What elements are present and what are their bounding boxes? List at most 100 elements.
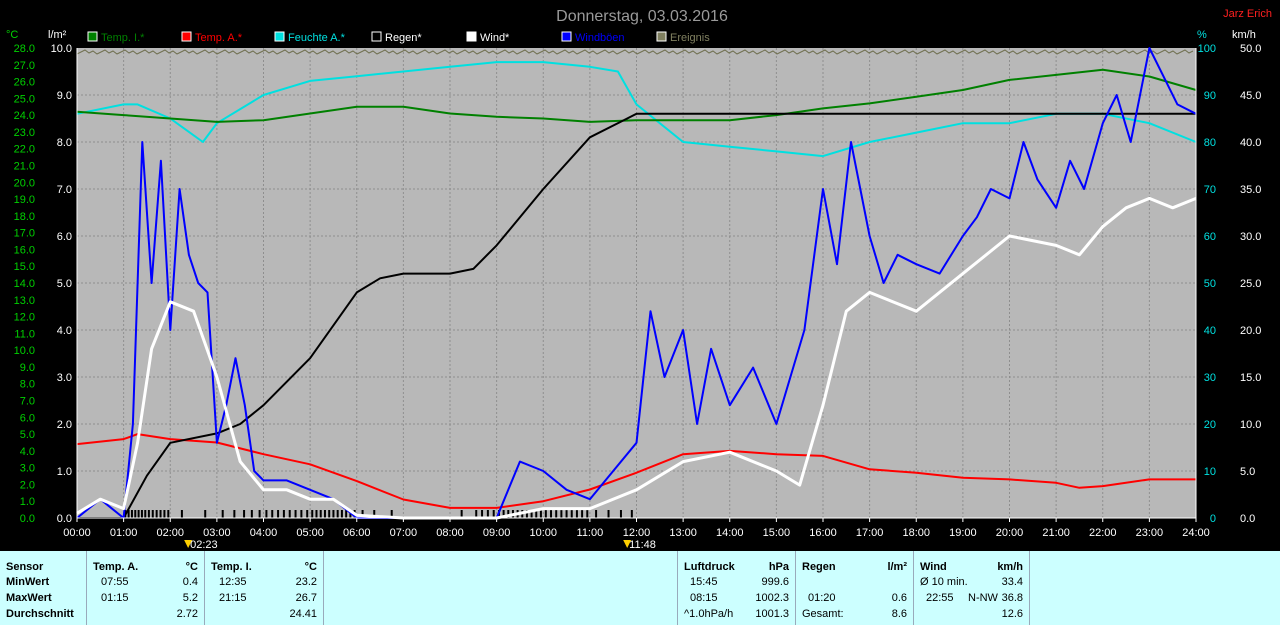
temp-tick-label: 16.0: [14, 244, 35, 256]
stats-wind-column: Wind km/h Ø 10 min. 33.4 22:55 N-NW 36.8…: [914, 551, 1030, 625]
temp-a-min-time: 07:55: [101, 576, 129, 588]
humidity-tick-label: 30: [1204, 372, 1216, 384]
rain-bar: [328, 510, 331, 518]
stats-empty-column: [324, 551, 678, 625]
marker-icon: [184, 540, 193, 548]
temp-tick-label: 17.0: [14, 228, 35, 240]
temp-a-max: 5.2: [182, 592, 198, 604]
stats-sensor-column: Sensor MinWert MaxWert Durchschnitt: [0, 551, 87, 625]
rain-unit: l/m²: [887, 561, 907, 573]
wind-avg: 12.6: [1001, 608, 1023, 620]
humidity-tick-label: 10: [1204, 466, 1216, 478]
chart-title: Donnerstag, 03.03.2016: [556, 8, 728, 25]
legend-label: Temp. A.*: [195, 32, 243, 44]
humidity-tick-label: 100: [1198, 43, 1216, 55]
temp-tick-label: 8.0: [20, 379, 35, 391]
rain-bar: [530, 510, 533, 518]
temp-tick-label: 23.0: [14, 127, 35, 139]
humidity-tick-label: 50: [1204, 278, 1216, 290]
rain-title: Regen: [802, 561, 836, 573]
rain-bar: [607, 510, 610, 518]
rain-tick-label: 7.0: [57, 184, 72, 196]
left-temp-unit: °C: [6, 29, 18, 41]
rain-bar: [277, 510, 280, 518]
rain-tick-label: 8.0: [57, 137, 72, 149]
x-tick-label: 12:00: [623, 527, 651, 539]
rain-bar: [130, 510, 133, 518]
wind-tick-label: 30.0: [1240, 231, 1261, 243]
x-tick-label: 06:00: [343, 527, 371, 539]
x-tick-label: 10:00: [529, 527, 557, 539]
temp-tick-label: 7.0: [20, 396, 35, 408]
temp-i-min: 23.2: [295, 576, 317, 588]
temp-tick-label: 25.0: [14, 93, 35, 105]
pressure-min-time: 15:45: [690, 576, 718, 588]
temp-tick-label: 18.0: [14, 211, 35, 223]
rain-bar: [535, 510, 538, 518]
right-wind-unit: km/h: [1232, 29, 1256, 41]
rain-bar: [250, 510, 253, 518]
series-line-temp-a: [76, 433, 1196, 509]
x-tick-label: 17:00: [856, 527, 884, 539]
rain-rate: 0.6: [891, 592, 907, 604]
temp-tick-label: 5.0: [20, 429, 35, 441]
temp-i-max-time: 21:15: [219, 592, 247, 604]
rain-bar: [570, 510, 573, 518]
rain-bar: [204, 510, 207, 518]
temp-tick-label: 4.0: [20, 446, 35, 458]
rain-total: 8.6: [891, 608, 907, 620]
rain-tick-label: 10.0: [51, 43, 72, 55]
row-label-min: MinWert: [6, 576, 50, 588]
temp-a-min: 0.4: [182, 576, 198, 588]
rain-bar: [481, 510, 484, 518]
temp-i-unit: °C: [304, 561, 317, 573]
temp-i-min-time: 12:35: [219, 576, 247, 588]
rain-bar: [300, 510, 303, 518]
series-line-wind: [76, 196, 1197, 520]
rain-total-label: Gesamt:: [802, 608, 844, 620]
rain-bar: [390, 510, 393, 518]
temp-tick-label: 28.0: [14, 43, 35, 55]
rain-tick-label: 9.0: [57, 90, 72, 102]
rain-bar: [595, 510, 598, 518]
rain-bar: [544, 510, 547, 518]
marker-label: 11:48: [629, 539, 656, 551]
legend-label: Regen*: [385, 32, 422, 44]
row-label-max: MaxWert: [6, 592, 52, 604]
temp-tick-label: 21.0: [14, 161, 35, 173]
temp-tick-label: 0.0: [20, 513, 35, 525]
temp-tick-label: 26.0: [14, 77, 35, 89]
wind-tick-label: 5.0: [1240, 466, 1255, 478]
rain-bar: [619, 510, 622, 518]
wind-max-dir: N-NW: [968, 592, 998, 604]
wind-tick-label: 45.0: [1240, 90, 1261, 102]
wind-max-time: 22:55: [926, 592, 954, 604]
humidity-tick-label: 40: [1204, 325, 1216, 337]
temp-a-title: Temp. A.: [93, 561, 139, 573]
pressure-unit: hPa: [768, 561, 789, 573]
rain-bar: [127, 510, 130, 518]
rain-bar: [486, 510, 489, 518]
x-tick-label: 22:00: [1089, 527, 1117, 539]
rain-bar: [460, 510, 463, 518]
statistics-panel: Sensor MinWert MaxWert Durchschnitt Temp…: [0, 551, 1280, 625]
marker-label: 02:23: [190, 539, 218, 551]
x-tick-label: 02:00: [156, 527, 184, 539]
rain-bar: [167, 510, 170, 518]
pressure-trend: ^1.0hPa/h: [684, 608, 734, 620]
rain-bar: [163, 510, 166, 518]
rain-bar: [258, 510, 261, 518]
temp-tick-label: 10.0: [14, 345, 35, 357]
humidity-tick-label: 80: [1204, 137, 1216, 149]
pressure-max: 1002.3: [755, 592, 789, 604]
rain-bar: [221, 510, 224, 518]
x-tick-label: 23:00: [1136, 527, 1164, 539]
rain-bar: [147, 510, 150, 518]
temp-a-avg: 2.72: [176, 608, 198, 620]
rain-bar: [373, 510, 376, 518]
rain-bar: [144, 510, 147, 518]
temp-tick-label: 1.0: [20, 496, 35, 508]
rain-bar: [315, 510, 318, 518]
x-tick-label: 20:00: [996, 527, 1024, 539]
weather-chart: Donnerstag, 03.03.2016 Jarz Erich °C l/m…: [6, 8, 1272, 551]
